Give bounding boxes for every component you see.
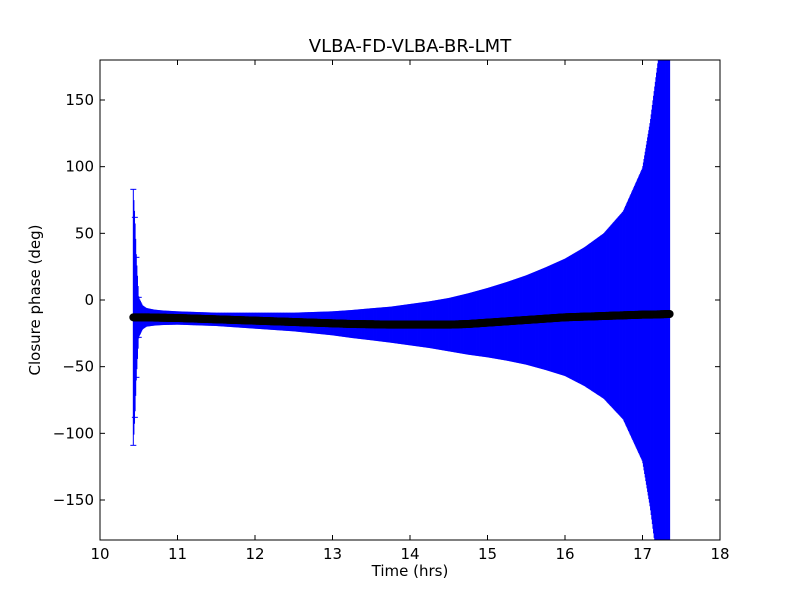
x-tick-label: 12 — [245, 545, 264, 563]
x-tick-label: 11 — [168, 545, 187, 563]
x-tick-label: 17 — [633, 545, 652, 563]
x-tick-label: 15 — [478, 545, 497, 563]
y-tick-label: −100 — [53, 424, 94, 442]
y-tick-label: 100 — [65, 158, 94, 176]
chart-title: VLBA-FD-VLBA-BR-LMT — [309, 36, 512, 57]
y-tick-label: 0 — [84, 291, 94, 309]
x-axis-label: Time (hrs) — [371, 562, 449, 580]
plot-area — [99, 59, 721, 541]
x-axis: 10 11 12 13 14 15 16 17 18 — [90, 60, 730, 563]
marker-layer — [129, 310, 674, 329]
y-tick-label: 50 — [75, 224, 94, 242]
errorbar-layer — [130, 60, 671, 540]
y-axis: −150 −100 −50 0 50 100 150 — [53, 91, 720, 509]
data-point — [665, 310, 674, 318]
y-tick-label: −50 — [62, 358, 94, 376]
x-tick-label: 13 — [323, 545, 342, 563]
y-axis-label: Closure phase (deg) — [26, 225, 44, 376]
y-tick-label: −150 — [53, 491, 94, 509]
x-tick-label: 16 — [555, 545, 574, 563]
y-tick-label: 150 — [65, 91, 94, 109]
x-tick-label: 18 — [710, 545, 729, 563]
x-tick-label: 10 — [90, 545, 109, 563]
x-tick-label: 14 — [400, 545, 419, 563]
